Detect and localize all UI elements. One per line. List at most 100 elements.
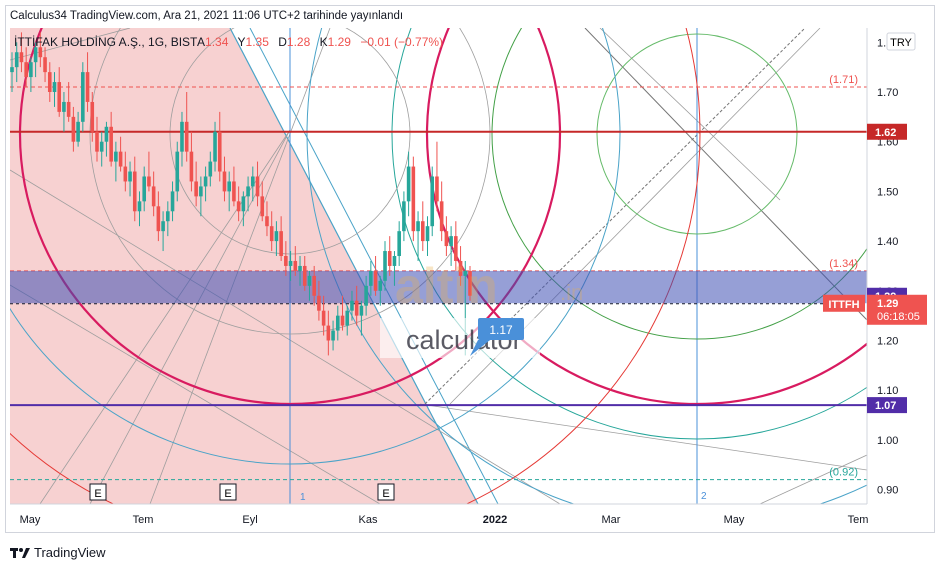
price-tick-label: 1.00: [877, 435, 898, 447]
symbol-name: İTTİFAK HOLDİNG A.Ş., 1G, BIST: [14, 35, 198, 49]
fib-arc-pink: [425, 28, 867, 406]
candle-body: [383, 251, 387, 281]
candle-body: [435, 176, 439, 202]
ohlc-values: A1.34 Y1.35 D1.28 K1.29 −0.01 (−0.77%): [197, 35, 443, 49]
candle-body: [194, 181, 198, 197]
time-tick-label: Kas: [359, 514, 378, 526]
ticker-label: ITTFH: [828, 299, 859, 311]
candle-body: [340, 315, 345, 326]
red-channel-fill: [10, 28, 478, 504]
candle-body: [317, 295, 321, 311]
candle-body: [66, 101, 71, 117]
price-label-text: 1.07: [875, 400, 896, 412]
fib-circle: [169, 28, 411, 255]
time-tick-label: May: [724, 514, 745, 526]
footer-brand: TradingView: [34, 545, 106, 560]
candle-body: [227, 181, 231, 192]
candle-body: [284, 256, 288, 266]
price-label-text: 1.62: [875, 127, 896, 139]
candle-body: [373, 270, 378, 291]
candles: [10, 32, 472, 356]
candle-body: [331, 330, 335, 341]
candle-body: [189, 151, 194, 182]
candle-body: [458, 260, 463, 276]
close-value: 1.29: [328, 35, 352, 49]
price-scale[interactable]: 1.81.701.601.501.401.301.201.101.000.90: [877, 37, 898, 496]
candle-body: [260, 196, 265, 217]
candle-body: [397, 231, 401, 257]
candle-body: [406, 166, 411, 202]
fan-line: [10, 169, 561, 504]
candle-body: [85, 72, 90, 102]
fib-circle: [391, 28, 867, 440]
candle-body: [81, 72, 85, 122]
candle-body: [411, 166, 416, 232]
candle-body: [166, 211, 170, 222]
candle-body: [180, 121, 184, 152]
price-tick-label: 1.40: [877, 236, 898, 248]
fan-line: [599, 28, 781, 201]
event-markers[interactable]: E E E 1 2: [89, 483, 707, 503]
plot-area[interactable]: (1.71)(1.34)(0.92) altin .in calculator …: [0, 0, 945, 544]
high-value: 1.35: [246, 35, 270, 49]
fib-circle: [10, 28, 621, 465]
watermark-suffix: .in: [560, 280, 583, 305]
candle-body: [62, 101, 66, 112]
candle-body: [302, 265, 307, 286]
candle-body: [269, 226, 274, 242]
price-tick-label: 1.20: [877, 336, 898, 348]
candle-body: [24, 62, 28, 78]
candle-body: [463, 270, 468, 276]
close-label: K: [320, 35, 328, 49]
price-annotation[interactable]: 1.17: [470, 318, 524, 356]
candle-body: [265, 216, 269, 227]
annotation-value: 1.17: [489, 323, 513, 337]
candle-body: [118, 151, 123, 167]
candle-body: [208, 161, 213, 177]
candle-body: [52, 82, 57, 92]
open-label: A: [197, 35, 205, 49]
level-label: (1.71): [829, 74, 858, 86]
fan-line: [149, 28, 331, 504]
candle-body: [449, 236, 453, 247]
time-axis[interactable]: May Tem Eyl Kas 2022 Mar May Tem: [20, 514, 869, 526]
price-label-box: [867, 123, 907, 140]
candle-body: [217, 131, 222, 172]
annotation-tail: [470, 340, 490, 356]
candle-body: [321, 310, 326, 326]
price-tick-label: 1.10: [877, 385, 898, 397]
candle-body: [232, 181, 236, 202]
diagonal-up-line: [424, 28, 806, 405]
candle-body: [19, 52, 24, 63]
countdown-label: 06:18:05: [877, 311, 920, 323]
event-marker[interactable]: [219, 483, 237, 501]
candle-body: [114, 151, 118, 162]
candle-body: [354, 300, 359, 316]
candle-body: [402, 201, 406, 232]
candle-body: [359, 305, 364, 316]
footer[interactable]: TradingView: [10, 545, 106, 560]
price-label-box: [867, 397, 907, 414]
candle-body: [255, 176, 260, 197]
candle-body: [279, 231, 283, 257]
candle-body: [246, 186, 250, 197]
candle-body: [298, 265, 302, 271]
currency-badge[interactable]: TRY: [886, 32, 916, 51]
candle-body: [307, 275, 312, 286]
event-marker-label: E: [224, 488, 231, 500]
candle-body: [47, 72, 52, 92]
candle-body: [203, 176, 208, 187]
level-label: (1.34): [829, 258, 858, 270]
candle-body: [147, 176, 151, 187]
candle-body: [420, 221, 425, 242]
candle-body: [104, 126, 109, 142]
candle-body: [199, 186, 203, 197]
candle-body: [14, 52, 19, 68]
event-marker[interactable]: [89, 483, 107, 501]
event-marker[interactable]: [377, 483, 395, 501]
currency-box: [886, 32, 916, 51]
candle-body: [123, 166, 128, 182]
candle-body: [364, 285, 368, 306]
candle-body: [142, 176, 147, 202]
